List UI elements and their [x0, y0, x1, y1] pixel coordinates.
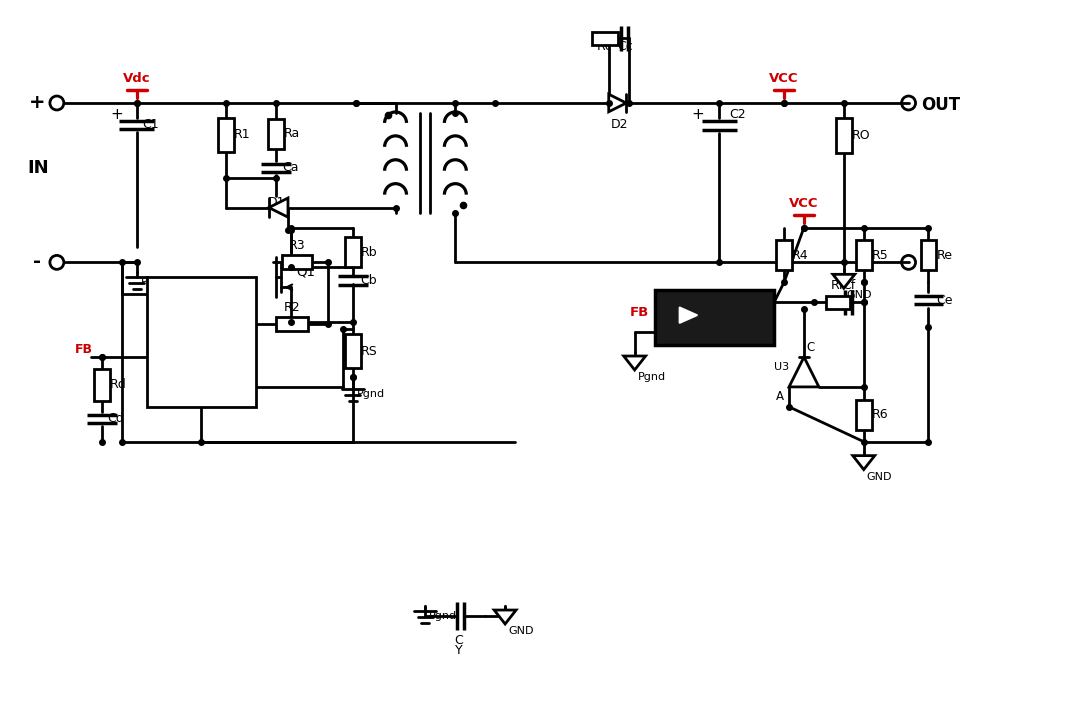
Bar	[826, 296, 850, 309]
Polygon shape	[789, 357, 819, 387]
Bar	[94, 369, 110, 401]
Text: Pgnd: Pgnd	[429, 611, 457, 621]
Text: A: A	[777, 390, 784, 403]
Text: R3: R3	[288, 240, 306, 253]
Polygon shape	[623, 356, 646, 370]
Text: VCC: VCC	[789, 196, 819, 209]
Text: C: C	[806, 341, 814, 354]
Text: C2: C2	[729, 108, 746, 121]
Text: R1: R1	[234, 129, 251, 142]
Bar	[282, 256, 312, 269]
Text: OUT: OUT	[921, 96, 960, 114]
Text: Cc: Cc	[617, 40, 633, 53]
Text: C: C	[454, 634, 462, 647]
Text: Ce: Ce	[936, 294, 953, 307]
Text: FB: FB	[75, 342, 93, 355]
Text: RO: RO	[852, 129, 870, 142]
Bar	[218, 118, 234, 152]
Text: FB: FB	[150, 352, 164, 362]
Text: VIN: VIN	[150, 290, 170, 299]
Polygon shape	[853, 456, 875, 469]
Text: Y: Y	[455, 644, 462, 657]
Bar	[855, 400, 872, 430]
Polygon shape	[679, 307, 698, 323]
Polygon shape	[495, 610, 516, 624]
Text: CS: CS	[150, 382, 165, 392]
Bar	[147, 277, 256, 406]
Bar	[654, 290, 774, 344]
Text: +: +	[29, 92, 45, 111]
Text: D2: D2	[611, 118, 629, 131]
Text: U3: U3	[774, 362, 789, 372]
Text: IN: IN	[27, 159, 49, 177]
Bar	[777, 240, 792, 270]
Bar	[345, 334, 361, 368]
Text: Cd: Cd	[108, 412, 124, 425]
Text: Re: Re	[936, 249, 953, 262]
Text: R: R	[806, 370, 814, 383]
Bar	[345, 238, 361, 267]
Text: GND: GND	[847, 290, 873, 300]
Text: GND: GND	[867, 471, 892, 482]
Text: Ca: Ca	[282, 161, 298, 174]
Bar	[920, 240, 936, 270]
Text: D1: D1	[267, 196, 285, 209]
Text: +: +	[691, 108, 704, 123]
Text: +: +	[110, 108, 123, 123]
Text: GND: GND	[216, 397, 242, 406]
Text: -: -	[33, 252, 41, 271]
Text: FB: FB	[630, 305, 649, 318]
Text: Cf: Cf	[842, 279, 855, 292]
Text: Q1: Q1	[296, 266, 315, 279]
Text: Ra: Ra	[284, 127, 300, 140]
Bar	[855, 240, 872, 270]
Polygon shape	[833, 274, 854, 288]
Text: VCC: VCC	[769, 72, 799, 85]
Text: R6: R6	[872, 409, 889, 422]
Text: R2: R2	[284, 301, 300, 314]
Text: Rc: Rc	[597, 40, 612, 53]
Text: Rb: Rb	[361, 246, 377, 259]
Text: Pgnd: Pgnd	[356, 389, 384, 399]
Text: GND: GND	[508, 626, 534, 636]
Bar	[592, 32, 618, 45]
Bar	[268, 119, 284, 149]
Text: Cb: Cb	[361, 274, 377, 287]
Polygon shape	[609, 95, 626, 112]
Text: R4: R4	[792, 249, 809, 262]
Bar	[276, 317, 308, 331]
Text: PWM: PWM	[150, 319, 178, 329]
Text: R5: R5	[872, 249, 889, 262]
Text: Vdc: Vdc	[123, 72, 150, 85]
Text: Pgnd: Pgnd	[637, 372, 665, 382]
Text: U2: U2	[711, 336, 728, 346]
Text: RS: RS	[361, 344, 377, 357]
Text: Pgnd: Pgnd	[140, 277, 168, 287]
Text: Rf: Rf	[832, 279, 845, 292]
Text: Rd: Rd	[110, 378, 126, 391]
Text: U1: U1	[200, 334, 222, 349]
Polygon shape	[269, 198, 288, 217]
Text: C1: C1	[143, 118, 159, 131]
Bar	[836, 118, 852, 153]
